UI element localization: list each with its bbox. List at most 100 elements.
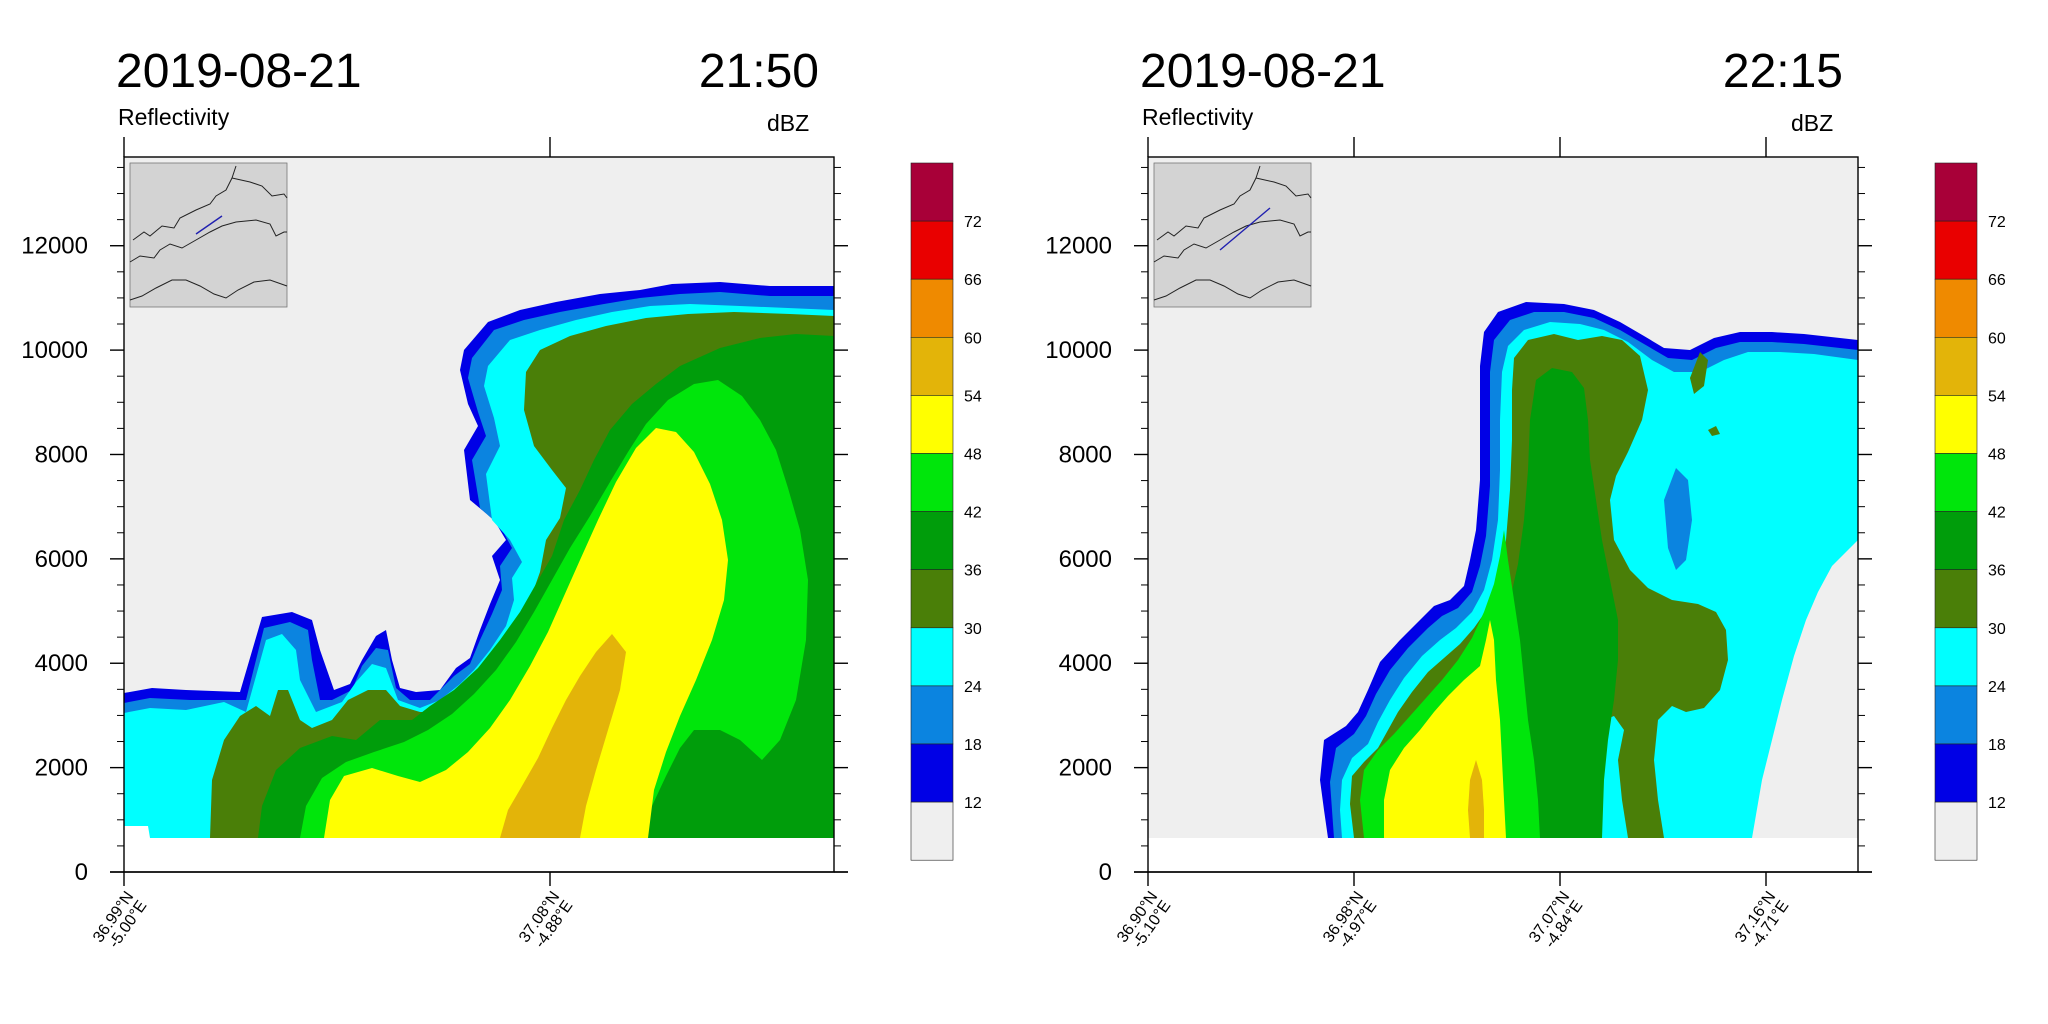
colorbar-swatch: [910, 801, 954, 861]
colorbar-label: 24: [964, 679, 982, 696]
inset-map: [129, 162, 288, 308]
variable-label: Reflectivity: [118, 104, 230, 130]
unit-label: dBZ: [1791, 110, 1834, 136]
panel-date: 2019-08-21: [116, 45, 362, 98]
colorbar-swatch: [1934, 336, 1978, 396]
right-panel: 2019-08-21 22:15 Reflectivity dBZ 72 66 60…: [1024, 0, 2048, 1024]
colorbar-label: 30: [1988, 621, 2006, 638]
x-tick-label: 36.98°N-4.97°E: [1320, 889, 1380, 952]
colorbar-label: 30: [964, 621, 982, 638]
colorbar-label: 42: [964, 505, 982, 522]
below-data-strip: [124, 838, 834, 872]
y-tick-label: 4000: [35, 650, 88, 677]
reflectivity-cross-section: 72 66 60 54 48 42 36 30 24 18 12 0 2000 4000 6000 8000 1…: [21, 137, 982, 952]
echo-region-54: [500, 634, 626, 838]
colorbar-swatch: [910, 336, 954, 396]
colorbar: 72 66 60 54 48 42 36 30 24 18 12: [1934, 162, 2006, 861]
colorbar-swatch: [1934, 801, 1978, 861]
colorbar-label: 48: [1988, 447, 2006, 464]
colorbar-swatch: [910, 743, 954, 803]
x-tick-label: 36.90°N-5.10°E: [1114, 889, 1174, 952]
colorbar-label: 60: [964, 330, 982, 347]
location-inset: [129, 162, 288, 308]
echo-pocket-30: [1708, 426, 1720, 436]
colorbar-swatch: [910, 220, 954, 280]
colorbar-label: 48: [964, 447, 982, 464]
echo-pocket-30: [1690, 352, 1708, 394]
reflectivity-cross-section: 72 66 60 54 48 42 36 30 24 18 12 0 2000 4000 6000 8000 1…: [1045, 137, 2006, 952]
y-tick-label: 2000: [35, 755, 88, 782]
colorbar-label: 36: [1988, 563, 2006, 580]
colorbar-label: 18: [964, 737, 982, 754]
panel-date: 2019-08-21: [1140, 45, 1386, 98]
colorbar-swatch: [910, 453, 954, 512]
inset-coastline: [132, 165, 288, 241]
colorbar-swatch: [910, 569, 954, 629]
inset-section-line: [195, 215, 223, 235]
colorbar-label: 42: [1988, 505, 2006, 522]
colorbar-label: 72: [964, 214, 982, 231]
y-tick-label: 12000: [1045, 233, 1112, 260]
ground-patch: [1148, 824, 1186, 838]
y-tick-label: 8000: [35, 441, 88, 468]
colorbar-label: 72: [1988, 214, 2006, 231]
colorbar-label: 54: [964, 388, 982, 405]
inset-coastline: [1156, 165, 1312, 241]
y-tick-label: 4000: [1059, 650, 1112, 677]
ground-patch: [1240, 824, 1340, 838]
colorbar-swatch: [1934, 278, 1978, 338]
y-tick-label: 6000: [1059, 546, 1112, 573]
y-tick-label: 12000: [21, 233, 88, 260]
inset-border: [129, 279, 288, 301]
colorbar-swatch: [1934, 685, 1978, 745]
colorbar-swatch: [1934, 220, 1978, 280]
colorbar-swatch: [1934, 162, 1978, 222]
panel-time: 22:15: [1722, 45, 1843, 98]
colorbar: 72 66 60 54 48 42 36 30 24 18 12: [910, 162, 982, 861]
colorbar-swatch: [910, 511, 954, 571]
colorbar-label: 24: [1988, 679, 2006, 696]
y-tick-label: 10000: [1045, 337, 1112, 364]
x-tick-label: 36.99°N-5.00°E: [90, 889, 150, 952]
colorbar-swatch: [1934, 743, 1978, 803]
colorbar-label: 54: [1988, 388, 2006, 405]
colorbar-swatch: [1934, 395, 1978, 454]
x-tick-label: 37.07°N-4.84°E: [1526, 889, 1586, 952]
inset-border: [129, 219, 287, 263]
left-panel: 2019-08-21 21:50 Reflectivity dBZ 72 66 60…: [21, 45, 982, 952]
y-tick-label: 0: [1099, 859, 1112, 886]
inset-section-line: [1219, 207, 1271, 251]
colorbar-swatch: [910, 685, 954, 745]
below-data-strip: [1148, 838, 1858, 872]
inset-border: [1153, 219, 1311, 263]
unit-label: dBZ: [767, 110, 810, 136]
panel-time: 21:50: [698, 45, 819, 98]
colorbar-label: 18: [1988, 737, 2006, 754]
colorbar-label: 60: [1988, 330, 2006, 347]
ground-patch: [1186, 820, 1240, 838]
inset-border: [1153, 279, 1312, 301]
y-tick-label: 2000: [1059, 755, 1112, 782]
colorbar-swatch: [910, 278, 954, 338]
colorbar-label: 66: [964, 272, 982, 289]
colorbar-label: 66: [1988, 272, 2006, 289]
echo-pocket-18: [1664, 468, 1692, 570]
colorbar-swatch: [910, 627, 954, 687]
inset-map: [1153, 162, 1312, 308]
y-tick-label: 10000: [21, 337, 88, 364]
colorbar-swatch: [1934, 627, 1978, 687]
colorbar-label: 12: [964, 795, 982, 812]
colorbar-label: 36: [964, 563, 982, 580]
echo-region-48: [324, 428, 728, 838]
ground-notch: [124, 826, 150, 838]
colorbar-swatch: [1934, 453, 1978, 512]
x-tick-label: 37.08°N-4.88°E: [516, 889, 576, 952]
colorbar-swatch: [1934, 569, 1978, 629]
y-tick-label: 8000: [1059, 441, 1112, 468]
y-tick-label: 0: [75, 859, 88, 886]
echo-region-54: [1468, 760, 1484, 838]
colorbar-label: 12: [1988, 795, 2006, 812]
x-tick-label: 37.16°N-4.71°E: [1732, 889, 1792, 952]
colorbar-swatch: [910, 395, 954, 454]
colorbar-swatch: [1934, 511, 1978, 571]
